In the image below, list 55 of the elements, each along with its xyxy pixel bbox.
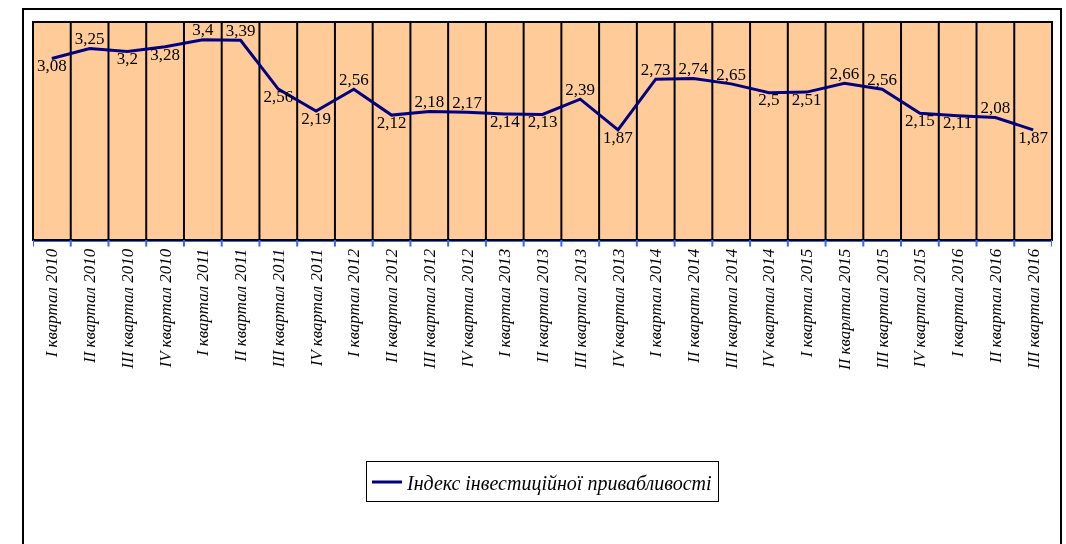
data-label: 3,25 [74, 29, 105, 49]
x-tick-label: I квартал 2016 [948, 248, 968, 359]
x-tick-label: II кваратл 2014 [683, 248, 703, 365]
x-tick-label: I квартал 2015 [797, 248, 817, 359]
data-label: 2,5 [758, 90, 780, 110]
x-tick-label: II квартал 2012 [382, 248, 402, 365]
data-label: 2,56 [867, 69, 898, 89]
data-label: 2,19 [301, 108, 331, 128]
data-label: 2,66 [829, 64, 860, 84]
data-label: 3,4 [192, 20, 214, 40]
x-tick-label: II квартал 2013 [533, 248, 553, 365]
data-label: 2,51 [791, 89, 822, 109]
data-label: 2,12 [376, 112, 407, 132]
data-label: 1,87 [603, 127, 634, 147]
x-tick-label: III квартал 2012 [419, 248, 439, 370]
x-tick-label: III квартал 2016 [1023, 248, 1043, 370]
x-tick-label: II квартал 2016 [985, 248, 1005, 365]
data-label: 3,2 [116, 49, 138, 69]
x-tick-label: IV квартал 2013 [608, 248, 628, 369]
data-label: 2,08 [980, 98, 1011, 118]
data-label: 2,56 [338, 69, 369, 89]
x-tick-label: II кварлтал 2015 [834, 248, 854, 371]
x-tick-label: III квартал 2014 [721, 248, 741, 370]
x-tick-label: IV квартал 2011 [306, 248, 326, 368]
x-tick-label: III квартал 2015 [872, 248, 892, 370]
x-tick-label: I квартал 2013 [495, 248, 515, 359]
data-label: 2,11 [943, 113, 973, 133]
data-label: 2,56 [263, 86, 294, 106]
x-tick-label: III квартал 2011 [268, 248, 288, 369]
data-label: 2,73 [640, 59, 671, 79]
data-label: 3,08 [36, 56, 67, 76]
x-tick-label: I квартал 2014 [646, 248, 666, 359]
x-tick-label: IV квартал 2015 [910, 248, 930, 369]
x-tick-label: IV квартал 2012 [457, 248, 477, 369]
data-label: 2,65 [716, 64, 747, 84]
x-tick-label: IV квартал 2010 [155, 248, 175, 369]
x-tick-label: II квартал 2010 [80, 248, 100, 365]
data-label: 2,74 [678, 59, 709, 79]
data-label: 2,17 [452, 92, 483, 112]
x-tick-label: III квартал 2010 [117, 248, 137, 370]
x-tick-label: IV квартал 2014 [759, 248, 779, 369]
data-label: 3,39 [225, 21, 256, 41]
x-tick-label: I квартал 2011 [193, 248, 213, 358]
data-label: 1,87 [1018, 127, 1049, 147]
data-label: 2,14 [489, 111, 521, 131]
data-label: 2,15 [905, 111, 935, 131]
x-tick-label: III квартал 2013 [570, 248, 590, 370]
data-label: 3,28 [150, 44, 180, 64]
x-tick-label: II квартал 2011 [231, 248, 251, 363]
data-label: 2,39 [565, 79, 596, 99]
legend-label: Індекс інвестиційної привабливості [406, 471, 712, 495]
data-label: 2,18 [414, 92, 445, 112]
x-tick-label: I квартал 2010 [42, 248, 62, 359]
x-tick-label: I квартал 2012 [344, 248, 364, 359]
data-label: 2,13 [527, 112, 558, 132]
